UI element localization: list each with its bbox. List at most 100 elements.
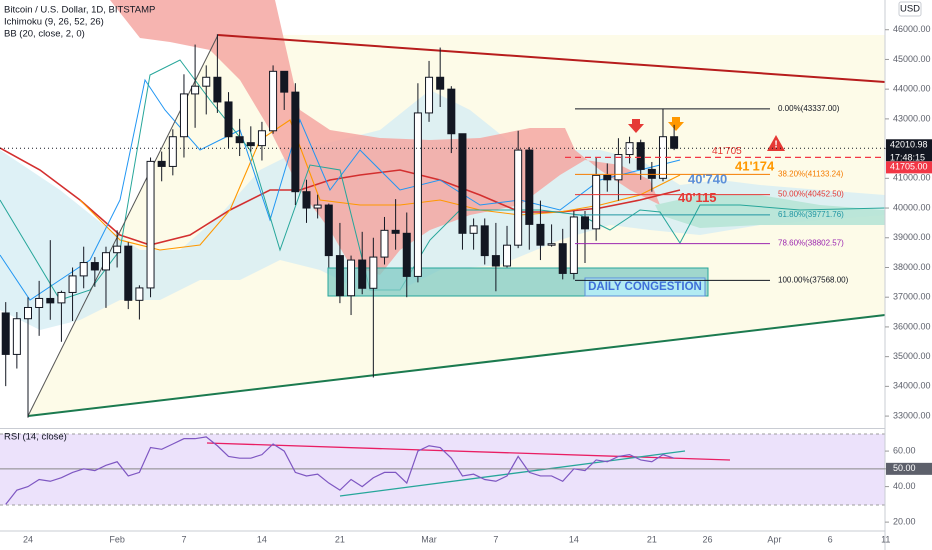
candle-body: [358, 259, 367, 289]
candle-body: [213, 76, 222, 103]
currency: USD: [900, 4, 920, 15]
y-tick-label: 60.00: [893, 445, 916, 455]
candle-body: [179, 93, 188, 138]
ichimoku-cloud-red: [110, 0, 660, 275]
y-tick-label: 33000.00: [893, 410, 931, 420]
y-tick-label: 45000.00: [893, 54, 931, 64]
candle-body: [257, 130, 266, 147]
fib-label: 100.00%(37568.00): [778, 275, 849, 284]
candle-body: [480, 225, 489, 257]
candle-body: [391, 229, 400, 234]
candle-body: [191, 85, 200, 95]
candle-body: [447, 88, 456, 135]
level-label: 41'174: [735, 159, 775, 174]
x-tick-label: 7: [493, 534, 498, 544]
candle-body: [347, 259, 356, 297]
x-tick-label: 26: [703, 534, 713, 544]
price-label: 41705.00: [890, 162, 928, 172]
candle-body: [402, 232, 411, 277]
candle-body: [12, 318, 21, 355]
candle-body: [146, 160, 155, 289]
tick-highlight: [886, 462, 932, 475]
x-tick-label: Mar: [421, 534, 437, 544]
rsi-band: [0, 434, 885, 505]
candle-body: [547, 243, 556, 246]
candle-body: [558, 243, 567, 274]
candle-body: [313, 204, 322, 209]
candle-body: [491, 255, 500, 267]
candle-body: [124, 245, 133, 301]
price-axis: [885, 0, 932, 550]
y-tick-label: 43000.00: [893, 113, 931, 123]
price-box: [886, 139, 932, 162]
candle-body: [291, 91, 300, 193]
ichimoku-cloud-green: [655, 195, 885, 228]
y-tick-label: 40.00: [893, 481, 916, 491]
fib-label: 0.00%(43337.00): [778, 104, 840, 113]
x-tick-label: 6: [828, 534, 833, 544]
candle-body: [224, 101, 233, 138]
candle-body: [636, 142, 645, 170]
x-tick-label: 21: [647, 534, 657, 544]
x-tick-label: 7: [181, 534, 186, 544]
indicator: BB (20, close, 2, 0): [4, 29, 85, 40]
price-box: [886, 161, 932, 174]
rsi-line: [5, 436, 675, 505]
y-tick-label: 40000.00: [893, 202, 931, 212]
rsi-title: RSI (14, close): [4, 432, 67, 443]
candle-body: [168, 136, 177, 167]
candle-body: [324, 204, 333, 257]
candle-body: [246, 142, 255, 147]
candle-body: [514, 149, 523, 246]
y-tick-label: 34000.00: [893, 381, 931, 391]
candle-body: [425, 76, 434, 114]
candle-body: [592, 174, 601, 230]
candle-body: [525, 149, 534, 225]
candle-body: [458, 133, 467, 234]
candle-body: [625, 142, 634, 156]
candle-body: [614, 154, 623, 181]
candle-body: [235, 136, 244, 144]
y-tick-label: 41000.00: [893, 173, 931, 183]
resistance-trendline: [217, 34, 886, 83]
x-tick-label: 11: [881, 534, 890, 544]
arrow-down-red: [628, 119, 644, 133]
candle-body: [1, 312, 10, 355]
candle-body: [536, 223, 545, 246]
x-tick-label: 14: [569, 534, 579, 544]
level-label: 41'705: [712, 146, 742, 157]
candle-body: [503, 244, 512, 267]
pane-divider: [0, 428, 885, 429]
candle-body: [135, 287, 144, 301]
y-tick-label: 37000.00: [893, 292, 931, 302]
x-tick-label: Feb: [109, 534, 125, 544]
x-tick-label: 21: [335, 534, 345, 544]
currency-box: [898, 1, 922, 17]
fib-label: 61.80%(39771.76): [778, 210, 844, 219]
x-tick-label: 14: [257, 534, 267, 544]
y-tick-label: 50.00: [893, 463, 916, 473]
rsi-trendline-up: [339, 450, 686, 497]
symbol-title: Bitcoin / U.S. Dollar, 1D, BITSTAMP: [4, 5, 155, 16]
y-tick-label: 39000.00: [893, 232, 931, 242]
support-trendline: [27, 314, 886, 417]
candle-body: [157, 160, 166, 167]
fib-label: 78.60%(38802.57): [778, 239, 844, 248]
candle-body: [90, 262, 99, 271]
warning-icon: [767, 135, 785, 151]
level-label: 40'115: [678, 190, 717, 205]
candle-body: [35, 297, 44, 308]
candle-body: [202, 76, 211, 87]
candle-body: [670, 136, 679, 149]
candle-body: [569, 216, 578, 274]
candle-body: [101, 252, 110, 271]
y-tick-label: 36000.00: [893, 321, 931, 331]
arrow-down-orange: [668, 117, 684, 131]
x-tick-label: 24: [23, 534, 33, 544]
price-label: 42010.98: [890, 140, 928, 150]
candle-body: [335, 255, 344, 297]
warning-mark: !: [774, 140, 777, 151]
y-tick-label: 38000.00: [893, 262, 931, 272]
